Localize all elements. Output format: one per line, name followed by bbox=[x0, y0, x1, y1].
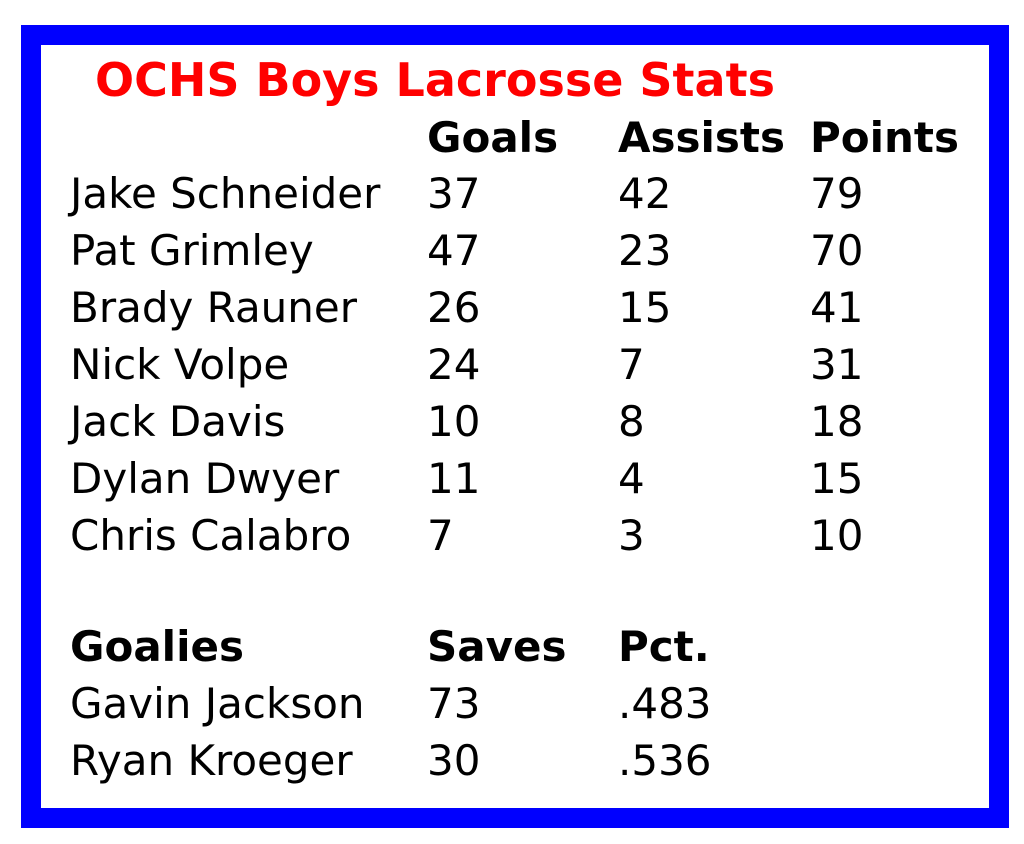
player-player-name: Dylan Dwyer bbox=[70, 454, 340, 503]
goalie-goalie-name: Ryan Kroeger bbox=[70, 736, 353, 785]
player-goals: 47 bbox=[427, 226, 481, 275]
player-assists: 8 bbox=[618, 397, 645, 446]
player-goals: 7 bbox=[427, 511, 454, 560]
player-points: 18 bbox=[810, 397, 864, 446]
player-goals: 37 bbox=[427, 169, 481, 218]
player-player-name: Pat Grimley bbox=[70, 226, 314, 275]
player-points: 70 bbox=[810, 226, 864, 275]
player-assists: 7 bbox=[618, 340, 645, 389]
player-assists: 3 bbox=[618, 511, 645, 560]
header-saves: Saves bbox=[427, 622, 567, 671]
goalie-pct: .536 bbox=[618, 736, 712, 785]
player-player-name: Brady Rauner bbox=[70, 283, 358, 332]
stats-frame bbox=[21, 25, 1009, 828]
player-goals: 11 bbox=[427, 454, 481, 503]
page-title: OCHS Boys Lacrosse Stats bbox=[95, 53, 775, 107]
player-points: 79 bbox=[810, 169, 864, 218]
player-goals: 26 bbox=[427, 283, 481, 332]
goalie-saves: 30 bbox=[427, 736, 481, 785]
goalie-goalie-name: Gavin Jackson bbox=[70, 679, 365, 728]
header-goals: Goals bbox=[427, 113, 559, 162]
header-assists: Assists bbox=[618, 113, 785, 162]
player-points: 31 bbox=[810, 340, 864, 389]
player-points: 10 bbox=[810, 511, 864, 560]
goalie-pct: .483 bbox=[618, 679, 712, 728]
player-player-name: Chris Calabro bbox=[70, 511, 352, 560]
header-points: Points bbox=[810, 113, 960, 162]
player-assists: 15 bbox=[618, 283, 672, 332]
player-player-name: Jake Schneider bbox=[70, 169, 381, 218]
player-assists: 42 bbox=[618, 169, 672, 218]
player-points: 41 bbox=[810, 283, 864, 332]
player-assists: 4 bbox=[618, 454, 645, 503]
player-player-name: Nick Volpe bbox=[70, 340, 290, 389]
header-pct: Pct. bbox=[618, 622, 710, 671]
header-goalie-name: Goalies bbox=[70, 622, 244, 671]
goalie-saves: 73 bbox=[427, 679, 481, 728]
player-player-name: Jack Davis bbox=[70, 397, 286, 446]
player-goals: 24 bbox=[427, 340, 481, 389]
player-assists: 23 bbox=[618, 226, 672, 275]
player-points: 15 bbox=[810, 454, 864, 503]
player-goals: 10 bbox=[427, 397, 481, 446]
